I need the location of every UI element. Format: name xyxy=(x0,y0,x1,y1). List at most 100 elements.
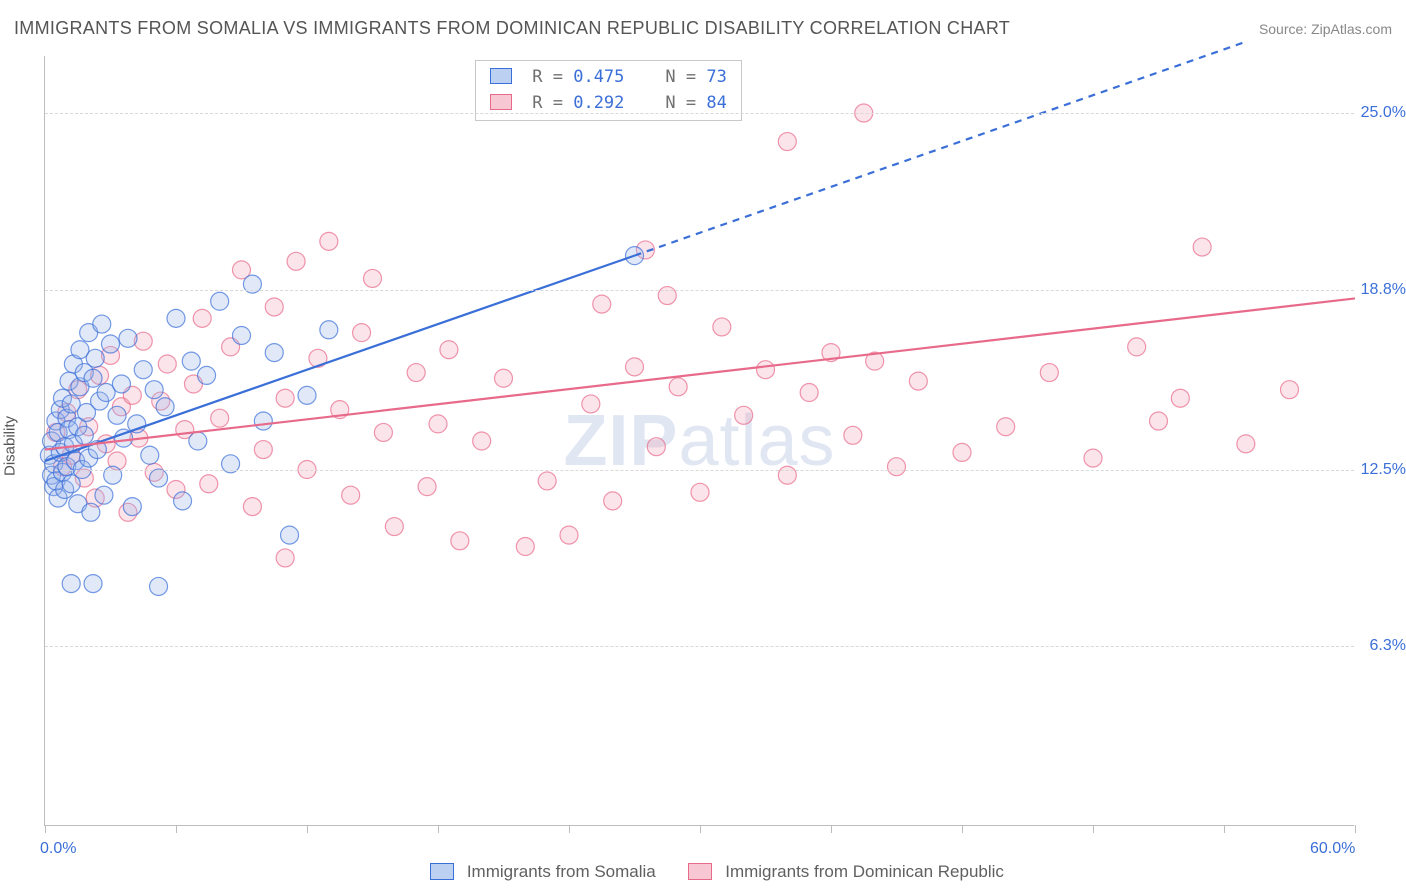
data-point xyxy=(211,292,229,310)
r-value-dominican: 0.292 xyxy=(573,93,624,113)
data-point xyxy=(1084,449,1102,467)
data-point xyxy=(102,335,120,353)
data-point xyxy=(440,341,458,359)
chart-svg xyxy=(45,56,1354,825)
x-tick xyxy=(438,825,439,833)
data-point xyxy=(407,364,425,382)
data-point xyxy=(342,486,360,504)
data-point xyxy=(757,361,775,379)
x-tick xyxy=(962,825,963,833)
gridline xyxy=(45,113,1354,114)
data-point xyxy=(150,469,168,487)
data-point xyxy=(95,486,113,504)
data-point xyxy=(281,526,299,544)
data-point xyxy=(647,438,665,456)
data-point xyxy=(713,318,731,336)
data-point xyxy=(353,324,371,342)
data-point xyxy=(134,361,152,379)
data-point xyxy=(108,406,126,424)
stats-legend-row-somalia: R = 0.475 N = 73 xyxy=(490,64,727,90)
data-point xyxy=(516,538,534,556)
data-point xyxy=(233,326,251,344)
data-point xyxy=(119,329,137,347)
data-point xyxy=(1128,338,1146,356)
gridline xyxy=(45,646,1354,647)
x-axis-min-label: 0.0% xyxy=(40,840,76,858)
data-point xyxy=(560,526,578,544)
data-point xyxy=(158,355,176,373)
data-point xyxy=(593,295,611,313)
source-label: Source: ZipAtlas.com xyxy=(1259,21,1392,37)
data-point xyxy=(604,492,622,510)
bottom-legend-label-dominican: Immigrants from Dominican Republic xyxy=(725,862,1004,881)
data-point xyxy=(778,133,796,151)
data-point xyxy=(1150,412,1168,430)
bottom-legend-swatch-somalia xyxy=(430,863,454,880)
gridline xyxy=(45,290,1354,291)
data-point xyxy=(582,395,600,413)
data-point xyxy=(167,309,185,327)
bottom-legend-label-somalia: Immigrants from Somalia xyxy=(467,862,656,881)
x-tick xyxy=(176,825,177,833)
x-tick xyxy=(1355,825,1356,833)
data-point xyxy=(156,398,174,416)
data-point xyxy=(669,378,687,396)
data-point xyxy=(254,441,272,459)
data-point xyxy=(997,418,1015,436)
data-point xyxy=(429,415,447,433)
data-point xyxy=(62,575,80,593)
data-point xyxy=(82,503,100,521)
y-tick-label: 18.8% xyxy=(1361,281,1406,299)
data-point xyxy=(320,321,338,339)
x-tick xyxy=(307,825,308,833)
data-point xyxy=(1040,364,1058,382)
data-point xyxy=(800,384,818,402)
data-point xyxy=(953,443,971,461)
chart-title: IMMIGRANTS FROM SOMALIA VS IMMIGRANTS FR… xyxy=(14,18,1010,39)
data-point xyxy=(141,446,159,464)
data-point xyxy=(691,483,709,501)
data-point xyxy=(1281,381,1299,399)
data-point xyxy=(418,478,436,496)
data-point xyxy=(1237,435,1255,453)
data-point xyxy=(451,532,469,550)
data-point xyxy=(385,518,403,536)
data-point xyxy=(189,432,207,450)
stats-legend: R = 0.475 N = 73 R = 0.292 N = 84 xyxy=(475,60,742,121)
data-point xyxy=(276,389,294,407)
data-point xyxy=(909,372,927,390)
y-axis-label: Disability xyxy=(2,416,19,476)
x-tick xyxy=(569,825,570,833)
n-value-dominican: 84 xyxy=(706,93,726,113)
data-point xyxy=(112,375,130,393)
n-label: N = xyxy=(665,67,696,87)
y-tick-label: 12.5% xyxy=(1361,461,1406,479)
gridline xyxy=(45,470,1354,471)
data-point xyxy=(123,498,141,516)
data-point xyxy=(735,406,753,424)
data-point xyxy=(243,498,261,516)
x-tick xyxy=(1093,825,1094,833)
data-point xyxy=(86,349,104,367)
data-point xyxy=(200,475,218,493)
legend-swatch-somalia xyxy=(490,68,512,84)
data-point xyxy=(145,381,163,399)
data-point xyxy=(254,412,272,430)
data-point xyxy=(364,269,382,287)
data-point xyxy=(374,423,392,441)
r-label: R = xyxy=(532,93,563,113)
x-tick xyxy=(1224,825,1225,833)
data-point xyxy=(276,549,294,567)
data-point xyxy=(473,432,491,450)
data-point xyxy=(287,252,305,270)
data-point xyxy=(1193,238,1211,256)
data-point xyxy=(298,386,316,404)
r-label: R = xyxy=(532,67,563,87)
data-point xyxy=(182,352,200,370)
data-point xyxy=(1171,389,1189,407)
data-point xyxy=(75,426,93,444)
n-value-somalia: 73 xyxy=(706,67,726,87)
y-tick-label: 25.0% xyxy=(1361,104,1406,122)
data-point xyxy=(538,472,556,490)
data-point xyxy=(265,344,283,362)
